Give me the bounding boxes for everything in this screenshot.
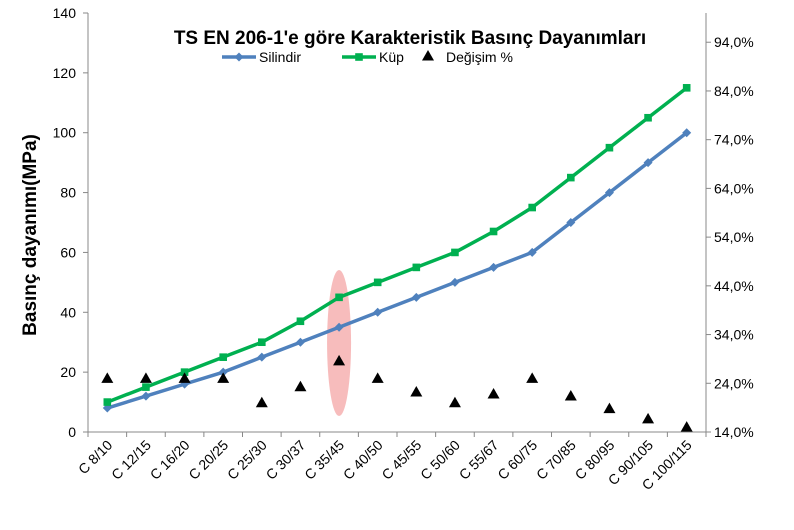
legend-label-kup: Küp: [379, 49, 404, 65]
data-point-silindir: [411, 292, 421, 302]
y2-tick-label: 64,0%: [714, 180, 754, 196]
y-tick-label: 120: [53, 65, 77, 81]
data-point-degisim: [487, 387, 500, 399]
data-point-degisim: [680, 421, 693, 432]
data-point-silindir: [450, 277, 460, 287]
data-point-degisim: [371, 372, 384, 383]
data-point-degisim: [217, 372, 230, 383]
data-point-kup: [605, 143, 614, 152]
data-point-kup: [489, 227, 498, 236]
data-point-kup: [373, 278, 382, 287]
x-tick-label: C 35/45: [301, 437, 347, 483]
data-point-silindir: [218, 367, 228, 377]
x-tick-label: C 30/37: [263, 437, 309, 483]
y2-tick-label: 84,0%: [714, 83, 754, 99]
series-line-kup: [106, 86, 688, 404]
x-tick-label: C 60/75: [494, 437, 540, 483]
y-tick-label: 100: [53, 125, 77, 141]
y-tick-label: 0: [68, 424, 76, 440]
highlight-ellipse: [327, 270, 352, 416]
y2-tick-label: 54,0%: [714, 229, 754, 245]
data-point-degisim: [526, 372, 539, 383]
y-tick-label: 80: [60, 185, 76, 201]
axes-layer: [83, 12, 711, 437]
y-tick-label: 60: [60, 244, 76, 260]
y-tick-label: 40: [60, 304, 76, 320]
data-point-kup: [682, 84, 691, 92]
data-point-silindir: [373, 307, 383, 317]
series-line-silindir: [106, 131, 688, 410]
data-point-silindir: [295, 337, 305, 347]
data-point-kup: [142, 383, 150, 391]
y2-tick-label: 44,0%: [714, 278, 754, 294]
y-tick-label: 20: [60, 364, 76, 380]
data-point-kup: [528, 203, 536, 212]
data-point-silindir: [257, 352, 267, 362]
data-point-kup: [644, 113, 652, 122]
x-tick-label: C 55/67: [456, 437, 502, 483]
data-point-kup: [180, 368, 189, 376]
x-tick-label: C 12/15: [108, 437, 154, 483]
x-tick-label: C 45/55: [378, 437, 424, 483]
data-point-silindir: [334, 322, 344, 332]
data-point-degisim: [333, 354, 346, 366]
legend: Silindir Küp Değişim %: [222, 49, 513, 65]
data-point-silindir: [489, 262, 499, 272]
y2-tick-label: 94,0%: [714, 34, 754, 50]
data-point-silindir: [566, 218, 576, 227]
legend-label-silindir: Silindir: [259, 49, 301, 65]
x-tick-label: C 25/30: [224, 437, 270, 483]
data-point-kup: [451, 248, 459, 257]
y2-tick-label: 74,0%: [714, 132, 754, 148]
data-point-degisim: [139, 372, 152, 383]
data-point-degisim: [255, 396, 268, 408]
data-point-degisim: [564, 389, 577, 401]
chart-title: TS EN 206-1'e göre Karakteristik Basınç …: [174, 28, 646, 49]
y-axis-title: Basınç dayanımı(MPa): [20, 134, 41, 336]
legend-marker-silindir: [234, 52, 244, 62]
highlight-layer: [327, 270, 352, 416]
data-point-silindir: [604, 188, 614, 198]
data-point-degisim: [410, 386, 423, 397]
data-point-degisim: [603, 402, 616, 414]
data-point-kup: [335, 293, 343, 302]
y2-tick-label: 24,0%: [714, 375, 754, 391]
y2-tick-label: 14,0%: [714, 424, 754, 440]
data-point-degisim: [294, 380, 307, 392]
data-point-degisim: [178, 372, 191, 383]
data-point-degisim: [448, 396, 461, 408]
series-layer: [101, 84, 693, 432]
data-point-silindir: [527, 247, 537, 257]
data-point-kup: [219, 353, 227, 361]
data-point-kup: [567, 173, 575, 182]
legend-marker-degisim: [422, 50, 434, 61]
data-point-kup: [296, 317, 305, 326]
legend-marker-kup: [355, 53, 363, 61]
data-point-silindir: [141, 391, 151, 401]
x-tick-label: C 70/85: [533, 437, 579, 483]
x-tick-label: C 40/50: [340, 437, 386, 483]
data-point-kup: [103, 398, 112, 406]
y-tick-label: 140: [53, 5, 77, 21]
data-point-kup: [258, 338, 266, 347]
x-tick-label: C 50/60: [417, 437, 463, 483]
data-point-degisim: [101, 372, 114, 383]
data-point-silindir: [682, 128, 692, 138]
x-tick-label: C 16/20: [147, 437, 193, 483]
legend-label-degisim: Değişim %: [446, 49, 513, 65]
x-tick-label: C 20/25: [185, 437, 231, 483]
data-point-degisim: [642, 412, 655, 424]
data-point-silindir: [643, 158, 653, 168]
data-point-kup: [412, 263, 421, 272]
y2-tick-label: 34,0%: [714, 327, 754, 343]
